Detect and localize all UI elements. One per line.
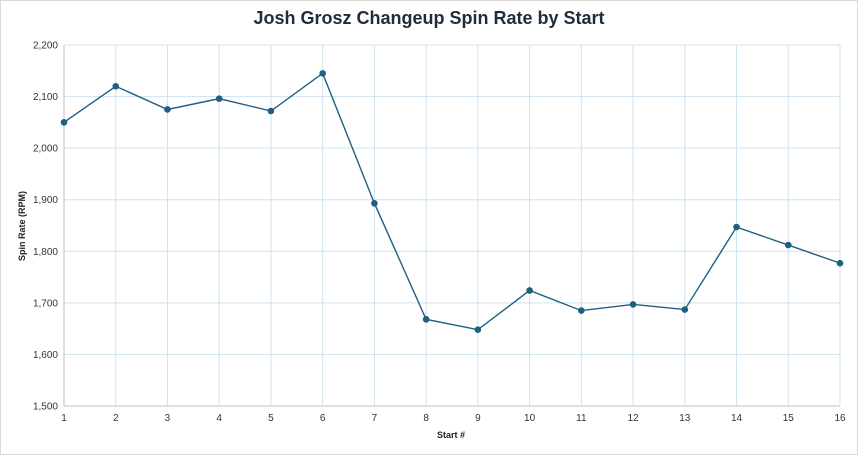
y-tick-label: 1,600 bbox=[33, 350, 58, 361]
data-point bbox=[578, 307, 585, 314]
x-tick-label: 13 bbox=[679, 413, 691, 424]
data-point bbox=[112, 82, 120, 90]
x-tick-labels: 1 2 3 4 5 6 7 8 9 10 11 12 13 14 15 16 bbox=[61, 413, 846, 424]
data-point bbox=[267, 107, 275, 115]
data-point bbox=[60, 119, 68, 126]
data-point bbox=[733, 223, 740, 231]
x-tick-label: 14 bbox=[731, 413, 743, 424]
data-point bbox=[681, 306, 689, 313]
y-tick-label: 1,900 bbox=[33, 195, 58, 206]
x-tick-label: 11 bbox=[576, 413, 587, 424]
y-tick-labels: 1,500 1,600 1,700 1,800 1,900 2,000 2,100 2,200 bbox=[33, 41, 58, 413]
y-tick-label: 2,000 bbox=[33, 144, 58, 155]
x-tick-label: 15 bbox=[783, 413, 795, 424]
data-point bbox=[371, 200, 378, 207]
y-axis-title: Spin Rate (RPM) bbox=[17, 191, 27, 261]
x-tick-label: 8 bbox=[423, 413, 429, 424]
y-tick-label: 1,700 bbox=[33, 298, 58, 309]
data-point bbox=[474, 326, 482, 333]
axes bbox=[63, 45, 840, 407]
y-tick-label: 1,500 bbox=[33, 402, 58, 413]
data-point bbox=[319, 70, 326, 77]
x-tick-label: 5 bbox=[268, 413, 274, 424]
x-tick-label: 2 bbox=[113, 413, 119, 424]
series-line bbox=[63, 72, 841, 331]
data-point bbox=[784, 241, 792, 249]
data-points bbox=[60, 70, 844, 333]
x-tick-label: 10 bbox=[524, 413, 536, 424]
x-tick-label: 6 bbox=[320, 413, 326, 424]
data-point bbox=[164, 106, 171, 113]
grid bbox=[63, 44, 841, 407]
y-tick-label: 2,200 bbox=[33, 41, 58, 52]
y-tick-label: 2,100 bbox=[33, 92, 58, 103]
x-tick-label: 3 bbox=[165, 413, 171, 424]
data-point bbox=[422, 316, 430, 323]
x-tick-label: 7 bbox=[372, 413, 378, 424]
x-axis-title: Start # bbox=[437, 430, 465, 440]
y-tick-label: 1,800 bbox=[33, 247, 58, 258]
x-tick-label: 1 bbox=[61, 413, 67, 424]
x-tick-label: 9 bbox=[475, 413, 481, 424]
x-tick-label: 12 bbox=[628, 413, 640, 424]
x-tick-label: 16 bbox=[834, 413, 846, 424]
chart-title: Josh Grosz Changeup Spin Rate by Start bbox=[253, 8, 605, 28]
data-point bbox=[836, 259, 844, 267]
data-point bbox=[215, 95, 223, 102]
data-point bbox=[629, 301, 637, 308]
x-tick-label: 4 bbox=[216, 413, 222, 424]
data-point bbox=[526, 287, 533, 294]
